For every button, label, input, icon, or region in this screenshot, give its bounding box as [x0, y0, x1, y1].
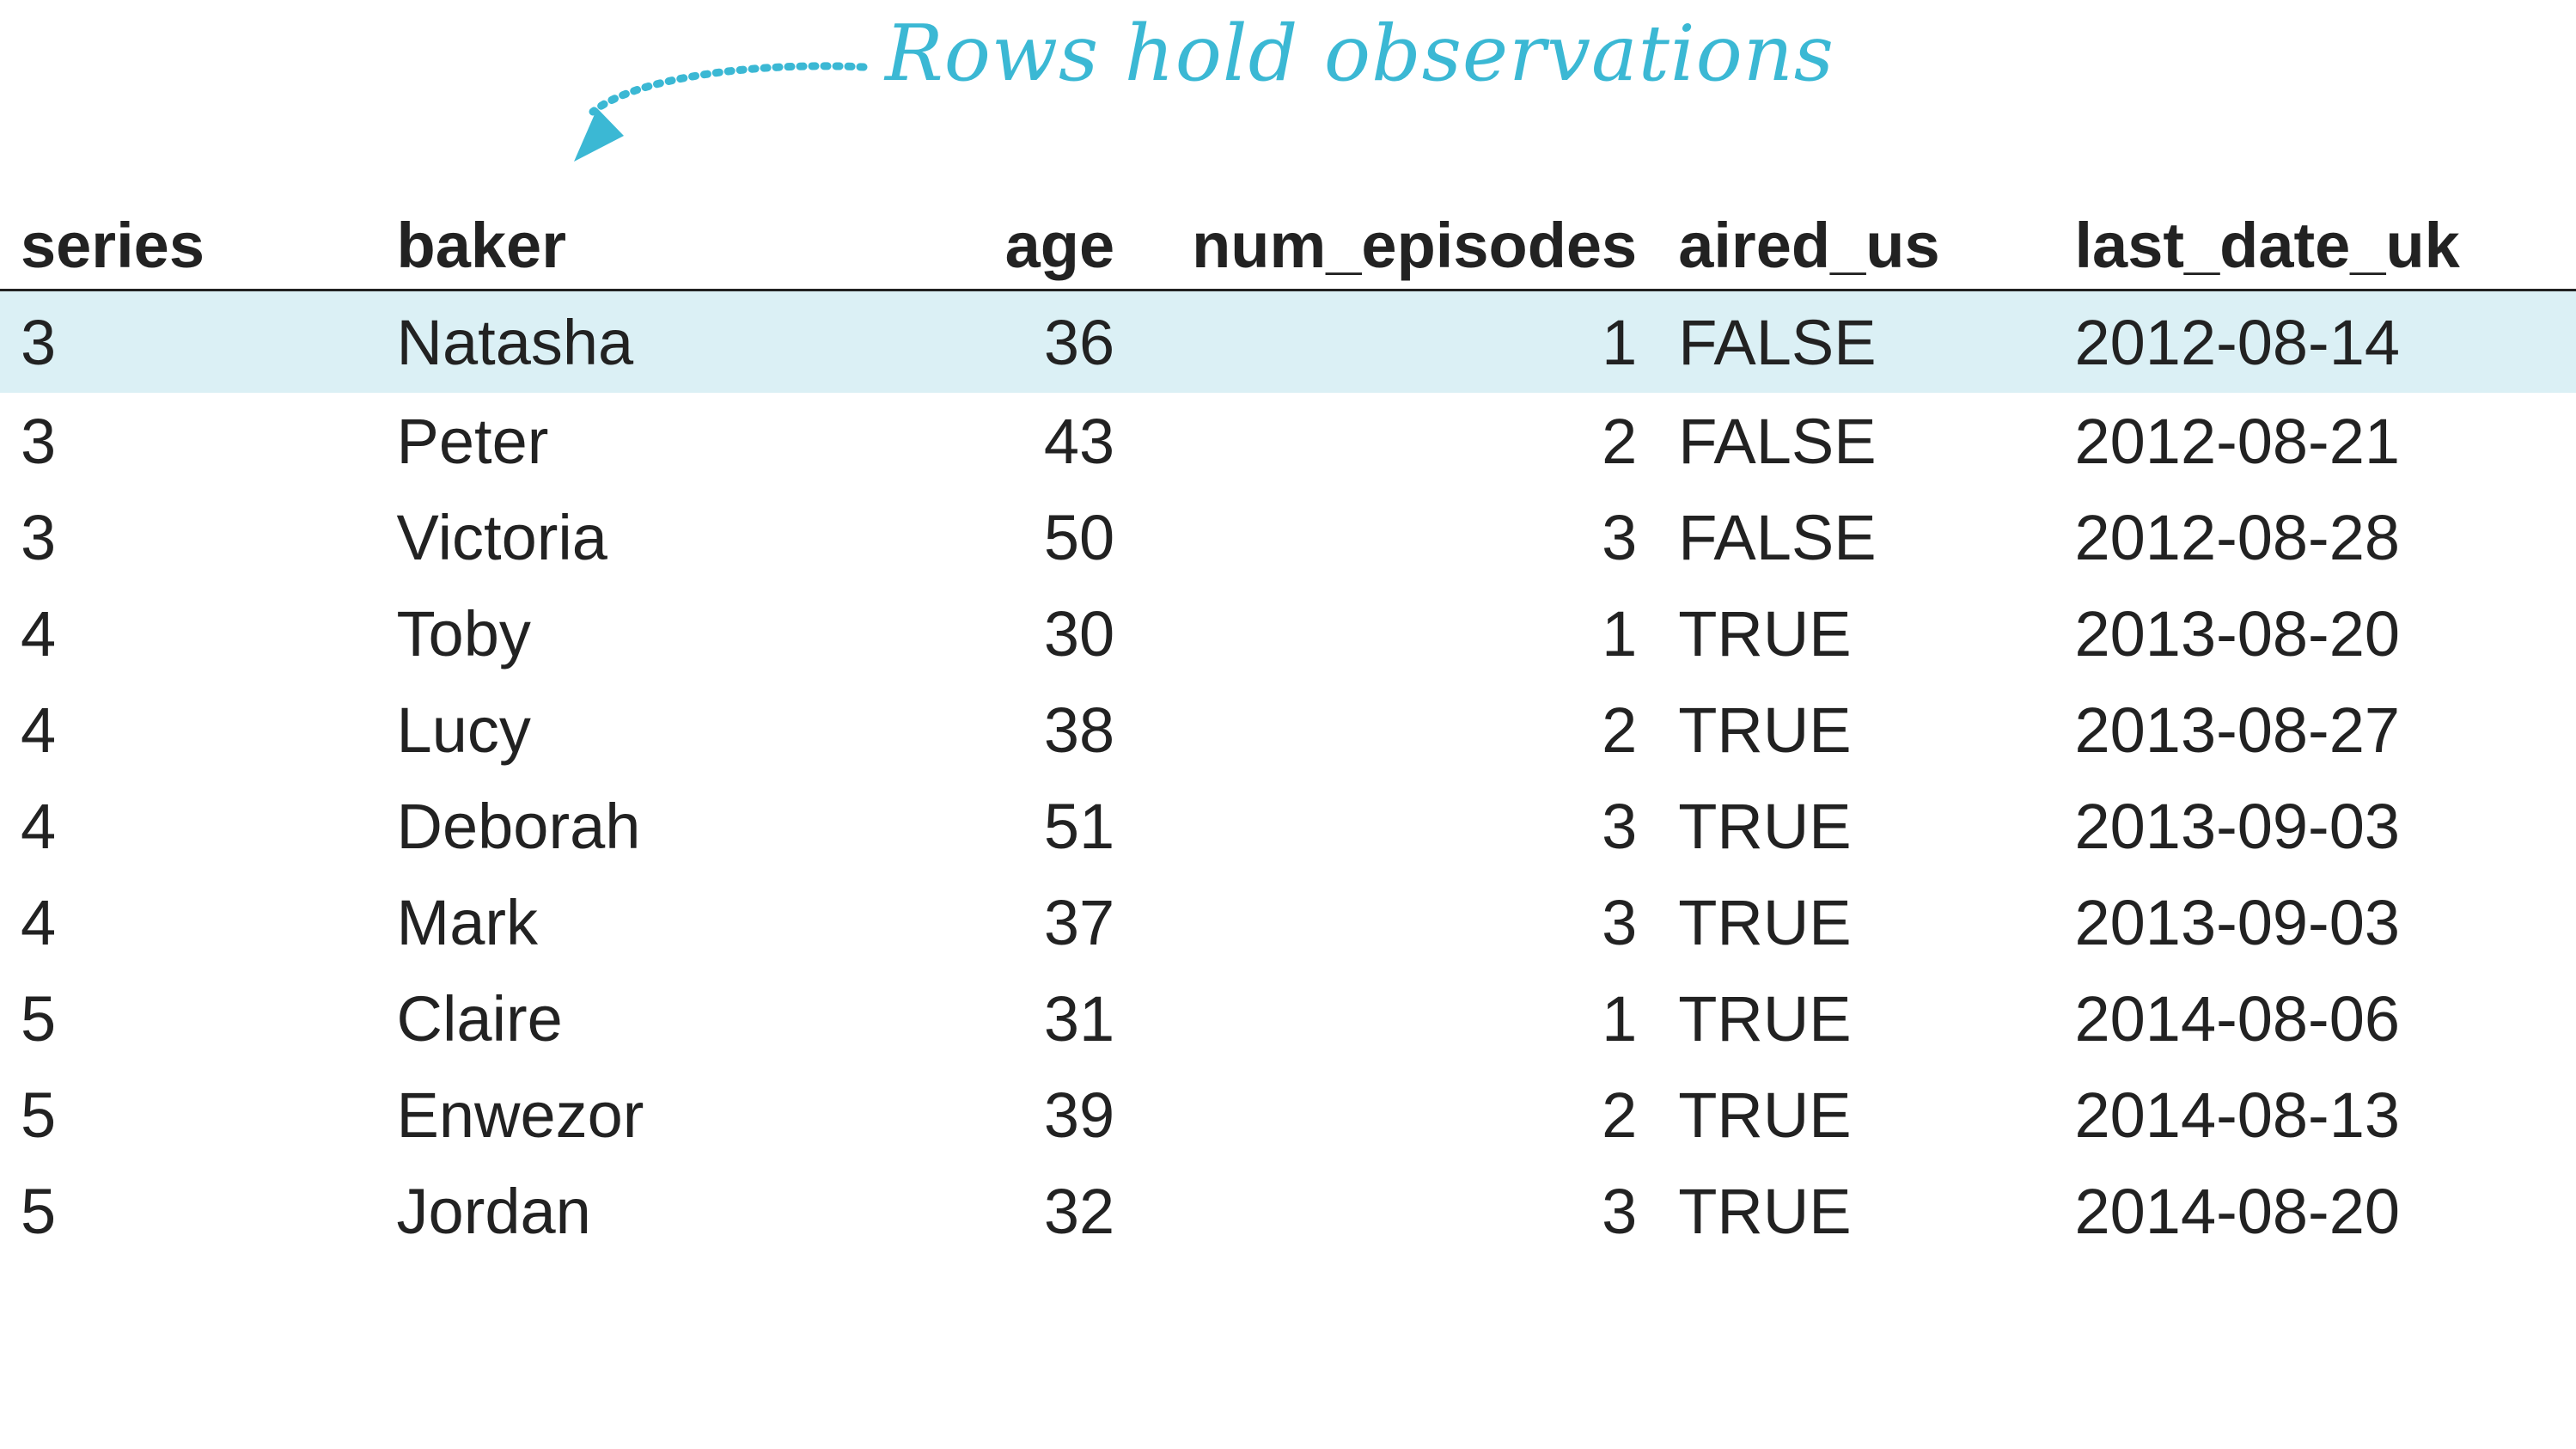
cell-series: 4 — [21, 886, 57, 958]
cell-age: 32 — [1043, 1175, 1115, 1247]
column-header-series: series — [0, 187, 376, 291]
cell-num-episodes: 3 — [1602, 790, 1638, 862]
cell-age: 38 — [1043, 694, 1115, 766]
cell-baker: Toby — [396, 597, 531, 669]
cell-age: 36 — [862, 290, 1136, 393]
cell-last-date-uk: 2013-09-03 — [2074, 790, 2401, 862]
cell-series: 4 — [21, 694, 57, 766]
cell-last-date-uk: 2012-08-14 — [2054, 290, 2576, 393]
cell-series: 3 — [21, 501, 57, 573]
table-row: 5 Claire 31 1 TRUE 2014-08-06 — [0, 970, 2576, 1067]
cell-num-episodes: 3 — [1602, 886, 1638, 958]
column-header-aired-us: aired_us — [1657, 187, 2054, 291]
cell-age: 51 — [1043, 790, 1115, 862]
cell-aired-us: TRUE — [1678, 597, 1852, 669]
cell-aired-us: FALSE — [1657, 290, 2054, 393]
column-header-last-date-uk: last_date_uk — [2054, 187, 2576, 291]
table-row: 4 Lucy 38 2 TRUE 2013-08-27 — [0, 682, 2576, 778]
cell-baker: Mark — [396, 886, 538, 958]
cell-series: 3 — [21, 405, 57, 477]
cell-aired-us: FALSE — [1678, 405, 1877, 477]
cell-aired-us: TRUE — [1678, 982, 1852, 1055]
column-header-baker: baker — [375, 187, 863, 291]
cell-age: 43 — [1043, 405, 1115, 477]
table-row: 5 Jordan 32 3 TRUE 2014-08-20 — [0, 1163, 2576, 1259]
header-row: series baker age num_episodes aired_us l… — [0, 187, 2576, 291]
cell-series: 5 — [21, 1079, 57, 1151]
cell-baker: Enwezor — [396, 1079, 644, 1151]
cell-baker: Deborah — [396, 790, 641, 862]
cell-aired-us: FALSE — [1678, 501, 1877, 573]
table-row: 4 Deborah 51 3 TRUE 2013-09-03 — [0, 778, 2576, 874]
cell-baker: Jordan — [396, 1175, 591, 1247]
cell-last-date-uk: 2013-08-20 — [2074, 597, 2401, 669]
table-row: 3 Victoria 50 3 FALSE 2012-08-28 — [0, 489, 2576, 585]
cell-age: 30 — [1043, 597, 1115, 669]
cell-num-episodes: 2 — [1602, 1079, 1638, 1151]
table-row: 5 Enwezor 39 2 TRUE 2014-08-13 — [0, 1067, 2576, 1163]
cell-aired-us: TRUE — [1678, 886, 1852, 958]
cell-num-episodes: 1 — [1602, 597, 1638, 669]
cell-age: 39 — [1043, 1079, 1115, 1151]
cell-series: 4 — [21, 597, 57, 669]
cell-baker: Claire — [396, 982, 563, 1055]
table-row: 4 Toby 30 1 TRUE 2013-08-20 — [0, 585, 2576, 682]
cell-aired-us: TRUE — [1678, 790, 1852, 862]
cell-age: 37 — [1043, 886, 1115, 958]
cell-num-episodes: 2 — [1602, 694, 1638, 766]
annotation-text: Rows hold observations — [885, 9, 1834, 99]
cell-last-date-uk: 2014-08-20 — [2074, 1175, 2401, 1247]
cell-last-date-uk: 2013-08-27 — [2074, 694, 2401, 766]
cell-age: 31 — [1043, 982, 1115, 1055]
cell-baker: Lucy — [396, 694, 531, 766]
cell-num-episodes: 3 — [1602, 501, 1638, 573]
cell-last-date-uk: 2013-09-03 — [2074, 886, 2401, 958]
cell-num-episodes: 1 — [1135, 290, 1658, 393]
cell-baker: Victoria — [396, 501, 607, 573]
cell-baker: Natasha — [375, 290, 863, 393]
cell-baker: Peter — [396, 405, 549, 477]
data-table: series baker age num_episodes aired_us l… — [0, 187, 2576, 1259]
cell-age: 50 — [1043, 501, 1115, 573]
table-row: 3 Natasha 36 1 FALSE 2012-08-14 — [0, 290, 2576, 393]
cell-last-date-uk: 2014-08-06 — [2074, 982, 2401, 1055]
cell-num-episodes: 2 — [1602, 405, 1638, 477]
cell-aired-us: TRUE — [1678, 1175, 1852, 1247]
cell-last-date-uk: 2012-08-28 — [2074, 501, 2401, 573]
cell-last-date-uk: 2012-08-21 — [2074, 405, 2401, 477]
curved-arrow-icon — [574, 62, 868, 162]
column-header-num-episodes: num_episodes — [1135, 187, 1658, 291]
cell-num-episodes: 1 — [1602, 982, 1638, 1055]
cell-last-date-uk: 2014-08-13 — [2074, 1079, 2401, 1151]
table-row: 3 Peter 43 2 FALSE 2012-08-21 — [0, 393, 2576, 489]
cell-series: 3 — [0, 290, 376, 393]
cell-series: 5 — [21, 1175, 57, 1247]
table-body: 3 Natasha 36 1 FALSE 2012-08-14 3 Peter 43 2 FALSE… — [0, 290, 2576, 1260]
cell-num-episodes: 3 — [1602, 1175, 1638, 1247]
cell-aired-us: TRUE — [1678, 1079, 1852, 1151]
column-header-age: age — [862, 187, 1136, 291]
cell-aired-us: TRUE — [1678, 694, 1852, 766]
cell-series: 4 — [21, 790, 57, 862]
cell-series: 5 — [21, 982, 57, 1055]
table-row: 4 Mark 37 3 TRUE 2013-09-03 — [0, 874, 2576, 970]
